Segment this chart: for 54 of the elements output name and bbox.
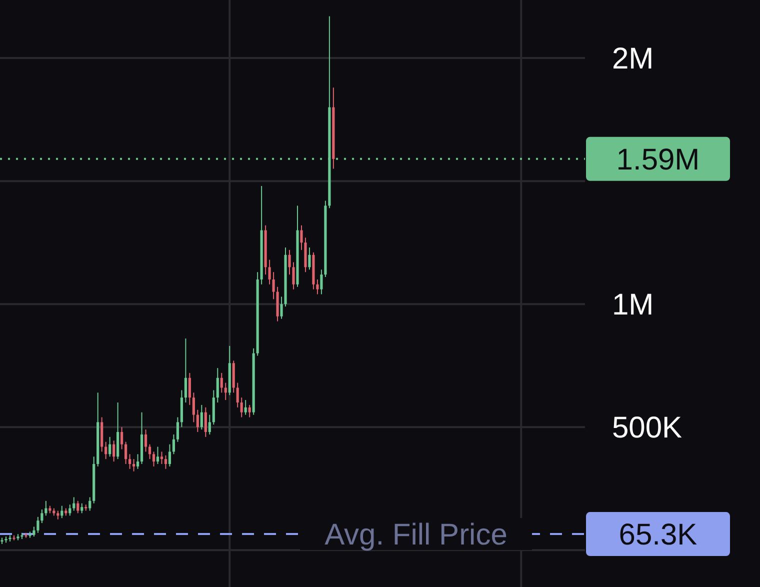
candlestick: [80, 502, 84, 514]
candlestick: [60, 505, 64, 519]
candlestick: [248, 404, 251, 418]
candlestick: [108, 436, 112, 458]
candlestick: [160, 451, 164, 464]
y-tick-label: 2M: [612, 42, 654, 76]
candlestick: [220, 372, 223, 394]
y-tick-label: 500K: [612, 412, 682, 445]
candlestick: [292, 262, 295, 290]
y-tick-label: 1M: [612, 288, 654, 322]
candlestick: [36, 516, 40, 534]
candlestick: [280, 296, 283, 320]
candlestick: [244, 400, 247, 416]
candlestick: [148, 444, 152, 460]
candlestick: [196, 409, 199, 433]
candlestick: [288, 249, 291, 276]
candlestick: [104, 441, 108, 460]
candlestick: [168, 444, 172, 467]
candlestick: [316, 278, 319, 295]
candlestick: [112, 440, 116, 462]
candlestick: [184, 338, 187, 403]
candlestick: [236, 382, 239, 408]
candlestick: [120, 426, 124, 450]
candlestick: [40, 509, 44, 524]
candlestick: [32, 526, 36, 538]
candlestick: [172, 434, 176, 455]
candlestick: [72, 496, 76, 512]
candlestick: [124, 441, 128, 464]
candlestick: [176, 416, 179, 442]
candlestick: [320, 269, 323, 295]
candlestick: [200, 404, 203, 430]
candlestick: [300, 224, 303, 250]
candlestick: [164, 454, 168, 470]
candlestick: [144, 429, 148, 452]
candlestick: [136, 454, 140, 470]
candlestick: [224, 382, 227, 401]
candlestick: [204, 406, 207, 438]
ref-line-label: 1.59M: [616, 143, 700, 176]
candlestick: [240, 397, 243, 418]
candlestick: [152, 451, 156, 467]
candlestick: [88, 496, 92, 512]
candlestick: [76, 500, 80, 514]
candlestick: [188, 372, 191, 406]
candlestick: [128, 454, 132, 470]
candlestick: [216, 368, 219, 403]
ref-line-label: 65.3K: [618, 518, 698, 552]
candlestick: [192, 392, 195, 423]
candlestick: [308, 246, 311, 270]
candlestick: [272, 272, 275, 300]
annotation: Avg. Fill Price: [324, 518, 508, 552]
candlestick: [268, 259, 271, 285]
candlestick: [208, 414, 211, 435]
candlestick: [156, 446, 160, 464]
candlestick: [132, 458, 136, 472]
